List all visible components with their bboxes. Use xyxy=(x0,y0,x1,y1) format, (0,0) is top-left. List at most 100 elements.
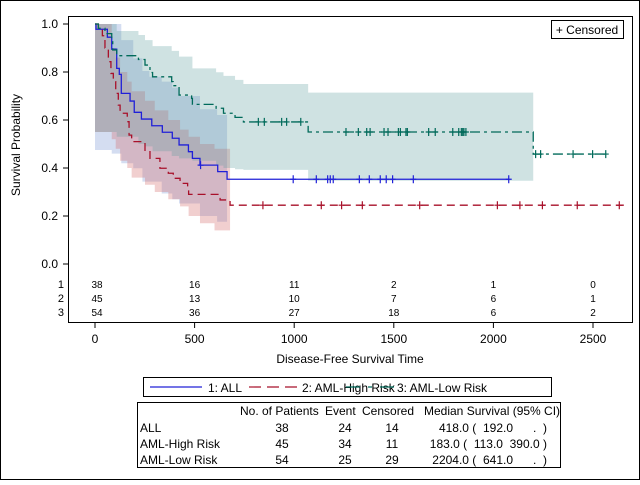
summary-median: 418.0 ( 192.0 . ) xyxy=(439,421,547,435)
y-tick-label: 0.6 xyxy=(41,113,58,127)
censor-mark-series-3 xyxy=(342,128,349,136)
censor-mark-series-3 xyxy=(425,128,432,136)
censor-mark-series-3 xyxy=(367,128,374,136)
summary-event: 34 xyxy=(338,437,352,451)
y-tick-label: 0.8 xyxy=(41,65,58,79)
censor-mark-series-1 xyxy=(197,161,204,170)
censor-mark-series-2 xyxy=(539,201,546,210)
at-risk-count: 1 xyxy=(491,280,497,291)
censor-mark-series-1 xyxy=(290,175,297,184)
at-risk-count: 10 xyxy=(289,294,301,305)
censor-mark-series-2 xyxy=(516,201,523,210)
y-axis-title: Survival Probability xyxy=(9,94,23,196)
censor-mark-series-2 xyxy=(259,201,266,210)
summary-median: 183.0 ( 113.0 390.0 ) xyxy=(430,437,547,451)
legend-label-series-3: 3: AML-Low Risk xyxy=(397,381,488,395)
y-tick-label: 0.4 xyxy=(41,161,58,175)
censor-mark-series-2 xyxy=(359,201,366,210)
censor-mark-series-3 xyxy=(432,128,439,136)
y-tick-label: 0.0 xyxy=(41,257,58,271)
censored-legend-label: + Censored xyxy=(556,23,618,37)
censor-marks xyxy=(197,117,623,210)
censor-mark-series-1 xyxy=(330,175,337,184)
x-tick-label: 500 xyxy=(185,332,205,346)
at-risk-count: 7 xyxy=(391,294,397,305)
censored-legend-box xyxy=(551,20,624,39)
censor-mark-series-2 xyxy=(416,201,423,210)
confidence-band-series-3 xyxy=(95,24,534,181)
summary-table-box xyxy=(137,402,561,468)
summary-censored: 29 xyxy=(385,453,399,467)
at-risk-count: 6 xyxy=(491,308,497,319)
x-axis-title: Disease-Free Survival Time xyxy=(276,352,424,366)
x-tick-label: 2000 xyxy=(480,332,507,346)
censor-mark-series-1 xyxy=(356,175,363,184)
censor-mark-series-3 xyxy=(255,117,262,126)
summary-median: 2204.0 ( 641.0 . ) xyxy=(432,453,547,467)
censor-mark-series-2 xyxy=(574,201,581,210)
at-risk-count: 6 xyxy=(491,294,497,305)
censor-mark-series-3 xyxy=(589,150,596,159)
legend-label-series-2: 2: AML-High Risk xyxy=(302,381,396,395)
at-risk-row-label: 1 xyxy=(58,279,64,291)
summary-table: No. of Patients Event Censored Median Survi… xyxy=(137,402,561,468)
at-risk-count: 38 xyxy=(91,280,103,291)
censor-mark-series-1 xyxy=(410,175,417,184)
y-tick-label: 1.0 xyxy=(41,17,58,31)
x-tick-label: 1000 xyxy=(281,332,308,346)
censored-legend: + Censored xyxy=(551,20,624,39)
at-risk-count: 2 xyxy=(391,280,397,291)
at-risk-count: 36 xyxy=(189,308,201,319)
summary-patients: 54 xyxy=(275,453,289,467)
at-risk-count: 18 xyxy=(388,308,400,319)
at-risk-count: 11 xyxy=(289,280,300,291)
censor-mark-series-3 xyxy=(462,128,469,136)
censor-mark-series-2 xyxy=(338,201,345,210)
at-risk-count: 16 xyxy=(189,280,201,291)
censor-mark-series-3 xyxy=(297,117,304,126)
at-risk-count: 27 xyxy=(289,308,301,319)
summary-patients: 45 xyxy=(275,437,289,451)
summary-header: No. of Patients xyxy=(240,404,319,418)
series-legend: 1: ALL 2: AML-High Risk 3: AML-Low Risk xyxy=(143,377,552,397)
at-risk-row-label: 2 xyxy=(58,293,64,305)
censor-mark-series-3 xyxy=(537,150,544,159)
censor-mark-series-1 xyxy=(377,175,384,184)
censor-mark-series-2 xyxy=(494,201,501,210)
summary-group: AML-High Risk xyxy=(140,437,221,451)
censor-mark-series-1 xyxy=(389,175,396,184)
censor-mark-series-3 xyxy=(602,150,609,159)
at-risk-count: 54 xyxy=(91,308,103,319)
y-tick-label: 0.2 xyxy=(41,209,58,223)
summary-header: Median Survival (95% CI) xyxy=(424,404,560,418)
censor-mark-series-3 xyxy=(385,128,392,136)
summary-header: Censored xyxy=(362,404,414,418)
censor-mark-series-1 xyxy=(313,175,320,184)
censor-mark-series-3 xyxy=(449,128,456,136)
survival-curve-series-2 xyxy=(95,23,624,206)
censor-mark-series-1 xyxy=(505,175,512,184)
censor-mark-series-3 xyxy=(283,117,290,126)
censor-mark-series-2 xyxy=(318,201,325,210)
summary-event: 25 xyxy=(338,453,352,467)
at-risk-count: 1 xyxy=(590,294,596,305)
summary-patients: 38 xyxy=(275,421,289,435)
censor-mark-series-1 xyxy=(366,175,373,184)
at-risk-count: 0 xyxy=(590,280,596,291)
x-tick-label: 1500 xyxy=(380,332,407,346)
x-tick-label: 0 xyxy=(92,332,99,346)
survival-curve-series-3 xyxy=(95,23,606,155)
plot-frame xyxy=(68,16,633,323)
at-risk-count: 45 xyxy=(91,294,103,305)
censor-mark-series-1 xyxy=(383,175,390,184)
y-axis: 0.0 0.2 0.4 0.6 0.8 1.0 xyxy=(41,17,68,271)
summary-censored: 14 xyxy=(385,421,399,435)
x-axis: 0 500 1000 1500 2000 2500 xyxy=(92,322,607,346)
censor-mark-series-3 xyxy=(355,128,362,136)
at-risk-row-label: 3 xyxy=(58,307,64,319)
legend-label-series-1: 1: ALL xyxy=(208,381,242,395)
survival-curves xyxy=(95,23,624,206)
summary-group: ALL xyxy=(140,421,162,435)
